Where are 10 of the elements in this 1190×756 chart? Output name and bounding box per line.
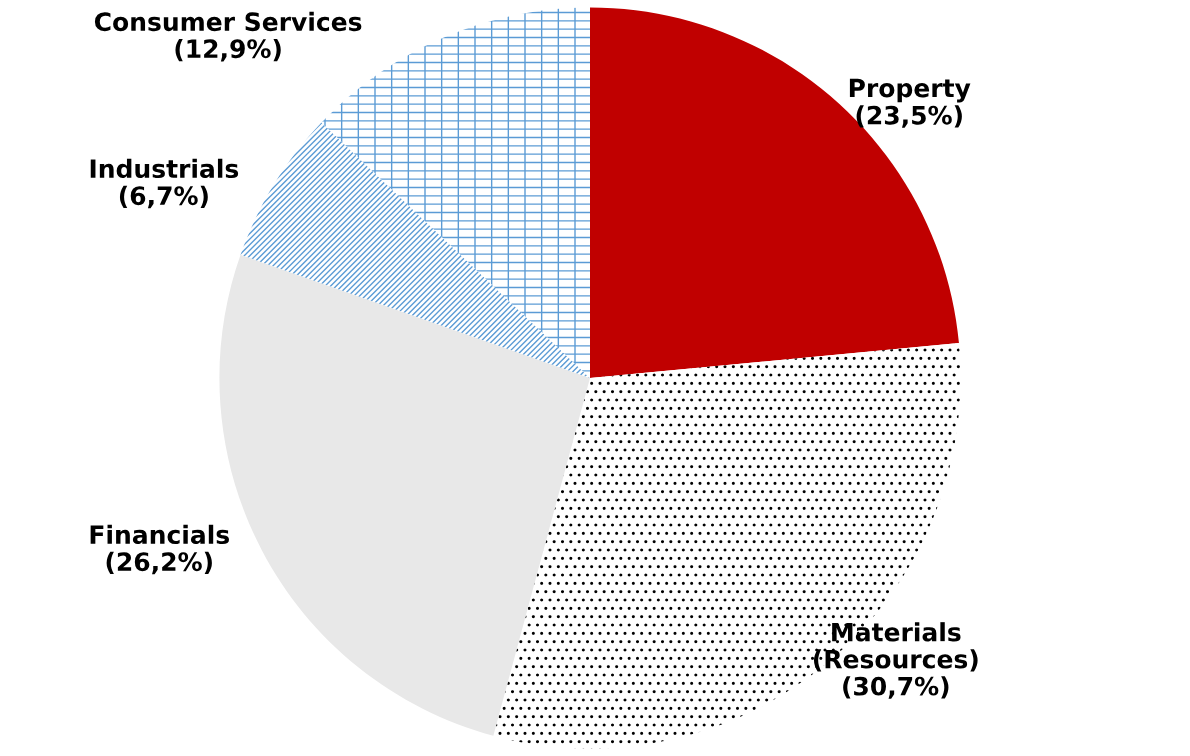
slice-label: Industrials (90, 158, 239, 179)
data-label: (23,5%) (856, 105, 962, 128)
data-label: (6,7%) (119, 185, 208, 209)
data-label: (26,2%) (106, 551, 212, 575)
data-label: (30,7%) (843, 676, 949, 699)
data-label: (12,9%) (175, 38, 281, 62)
slice-label: Property (849, 78, 971, 103)
slice-label: Materials (Resources) (814, 622, 978, 672)
slice-label: Consumer Services (94, 11, 362, 32)
slice-label: Financials (90, 524, 229, 545)
